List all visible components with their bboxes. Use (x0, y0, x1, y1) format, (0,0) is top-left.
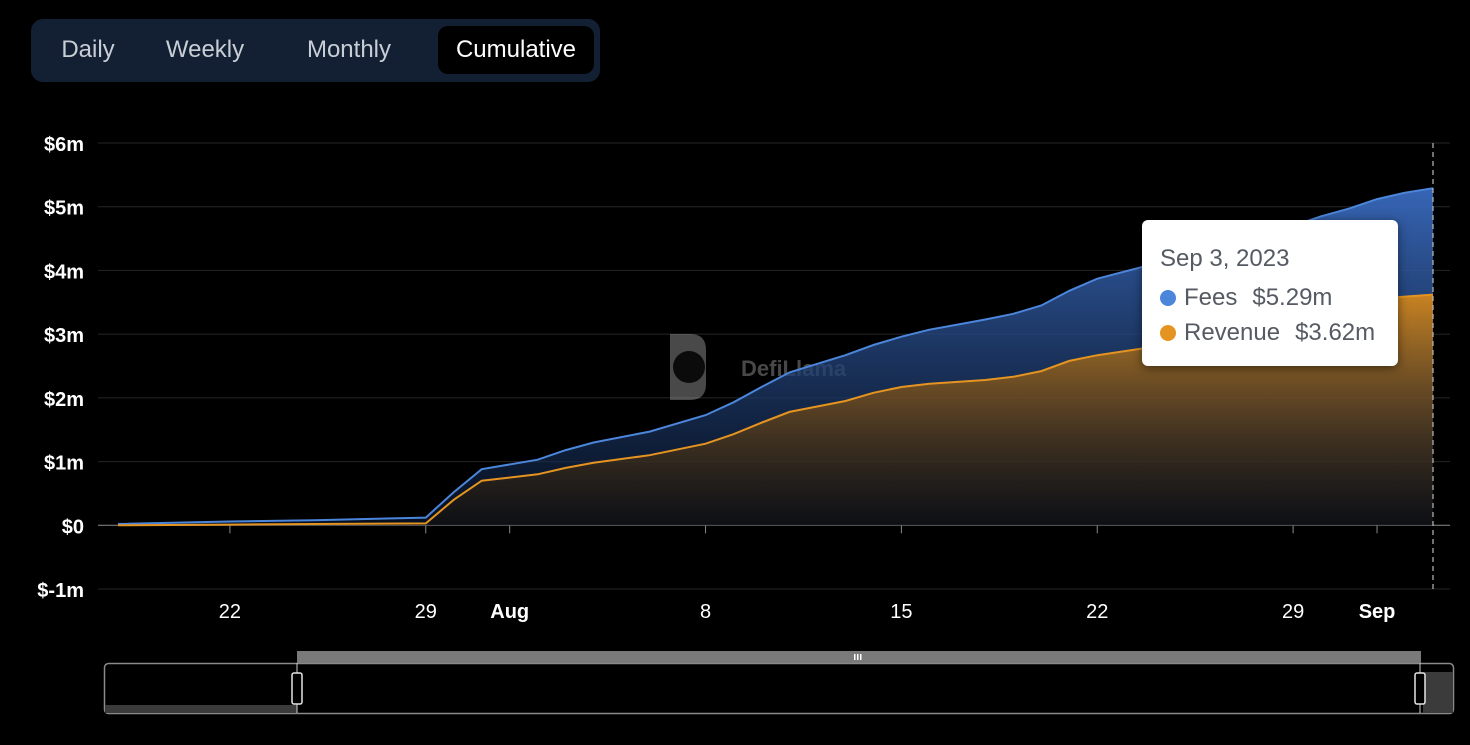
x-tick-label: 8 (700, 601, 711, 623)
slider-selection-bar[interactable] (297, 651, 1421, 663)
slider-track[interactable] (103, 662, 1455, 715)
slider-left-handle[interactable] (291, 672, 303, 705)
y-tick-label: $-1m (37, 580, 84, 602)
chart-tooltip: Sep 3, 2023 Fees $5.29m Revenue $3.62m (1142, 220, 1398, 366)
x-tick-label: 29 (415, 601, 437, 623)
y-axis: $-1m $0 $1m $2m $3m $4m $5m $6m (37, 134, 84, 602)
x-tick-label: Aug (490, 601, 529, 623)
tab-cumulative[interactable]: Cumulative (438, 26, 594, 74)
slider-left-mask (105, 705, 297, 713)
tooltip-fees-label: Fees (1184, 283, 1238, 311)
y-tick-label: $5m (44, 198, 84, 220)
tooltip-revenue-label: Revenue (1184, 318, 1281, 346)
tooltip-revenue-row: Revenue $3.62m (1160, 315, 1398, 350)
chart-view-tabs: Daily Weekly Monthly Cumulative (31, 19, 600, 82)
tab-monthly[interactable]: Monthly (306, 36, 392, 63)
revenue-dot-icon (1160, 324, 1176, 341)
tooltip-fees-value: $5.29m (1252, 283, 1333, 311)
tooltip-date: Sep 3, 2023 (1160, 245, 1290, 272)
data-zoom-slider[interactable] (103, 651, 1455, 715)
y-tick-label: $2m (44, 389, 84, 411)
x-tick-label: 22 (219, 601, 241, 623)
x-tick-label: 15 (890, 601, 912, 623)
fees-dot-icon (1160, 289, 1176, 306)
y-tick-label: $3m (44, 325, 84, 347)
tab-weekly[interactable]: Weekly (165, 36, 245, 63)
tooltip-revenue-value: $3.62m (1295, 318, 1376, 346)
slider-right-mask (1423, 672, 1453, 713)
tooltip-fees-row: Fees $5.29m (1160, 280, 1398, 315)
llama-logo-icon (670, 334, 706, 400)
x-tick-label: Sep (1359, 601, 1396, 623)
x-axis: 22 29 Aug 8 15 22 29 Sep (219, 525, 1396, 623)
revenue-area (118, 294, 1433, 526)
slider-grip-icon[interactable] (854, 654, 862, 660)
tab-daily[interactable]: Daily (61, 36, 115, 63)
y-tick-label: $1m (44, 453, 84, 475)
y-tick-label: $4m (44, 261, 84, 283)
y-tick-label: $0 (62, 516, 84, 538)
x-tick-label: 22 (1086, 601, 1108, 623)
slider-right-handle[interactable] (1414, 672, 1426, 705)
y-tick-label: $6m (44, 134, 84, 156)
x-tick-label: 29 (1282, 601, 1304, 623)
logo-face (673, 351, 705, 383)
